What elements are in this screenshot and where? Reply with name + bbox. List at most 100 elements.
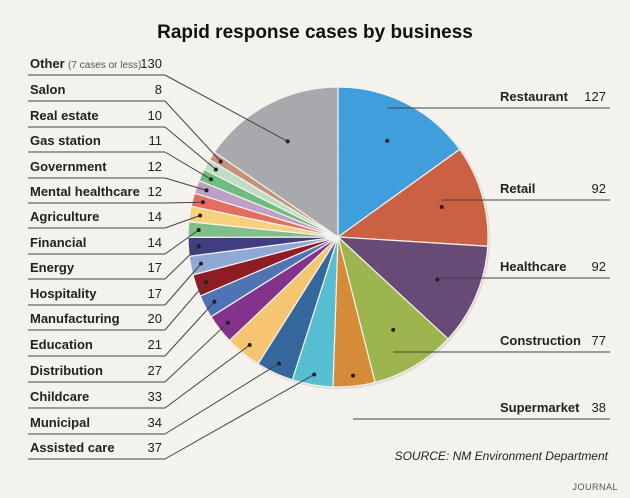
- category-label: Energy: [30, 260, 75, 275]
- label-supermarket: Supermarket 38: [351, 373, 610, 420]
- label-other: Other (7 cases or less)130: [28, 56, 290, 144]
- category-label: Healthcare: [500, 259, 566, 274]
- pie-slice-restaurant: [337, 86, 461, 239]
- leader-dot: [439, 205, 444, 210]
- label-assisted-care: Assisted care 37: [28, 372, 317, 460]
- leader-dot: [218, 159, 223, 164]
- category-label: Childcare: [30, 389, 89, 404]
- category-value: 14: [148, 235, 162, 250]
- leader-dot: [312, 372, 317, 377]
- category-value: 10: [148, 108, 162, 123]
- category-label: Government: [30, 159, 107, 174]
- leader-line: [164, 74, 288, 142]
- category-value: 14: [148, 209, 162, 224]
- leader-dot: [351, 373, 356, 378]
- category-value: 27: [148, 363, 162, 378]
- leader-dot: [204, 188, 209, 193]
- label-hospitality: Hospitality 17: [28, 261, 204, 306]
- category-value: 33: [148, 389, 162, 404]
- leader-line: [164, 126, 217, 170]
- label-agriculture: Agriculture 14: [28, 209, 203, 229]
- leader-line: [164, 374, 315, 460]
- category-label: Real estate: [30, 108, 99, 123]
- leader-dot: [196, 227, 201, 232]
- label-gas-station: Gas station 11: [28, 133, 214, 182]
- leader-dot: [213, 167, 218, 172]
- leader-dot: [225, 320, 230, 325]
- category-label: Agriculture: [30, 209, 99, 224]
- leader-line: [164, 363, 280, 435]
- category-label: Other: [30, 56, 65, 71]
- leader-dot: [247, 342, 252, 347]
- category-label: Supermarket: [500, 400, 580, 415]
- leader-line: [164, 245, 200, 280]
- category-label: Manufacturing: [30, 311, 120, 326]
- leader-dot: [209, 177, 214, 182]
- leader-dot: [435, 277, 440, 282]
- leader-dot: [198, 213, 203, 218]
- label-manufacturing: Manufacturing 20: [28, 280, 209, 331]
- leader-dot: [277, 361, 282, 366]
- pie-slice-other: [213, 86, 339, 239]
- category-value: 11: [149, 133, 163, 148]
- category-value: 92: [592, 181, 606, 196]
- leader-line: [164, 100, 222, 162]
- category-value: 130: [140, 56, 162, 71]
- category-label: Education: [30, 337, 93, 352]
- category-label: Retail: [500, 181, 535, 196]
- category-value: 17: [148, 286, 162, 301]
- leader-dot: [200, 200, 205, 205]
- leader-line: [164, 151, 212, 180]
- label-energy: Energy 17: [28, 244, 201, 280]
- pie-slice-retail: [336, 148, 489, 247]
- label-childcare: Childcare 33: [28, 342, 252, 409]
- category-label: Municipal: [30, 415, 90, 430]
- category-note: (7 cases or less): [68, 60, 141, 71]
- leader-line: [164, 281, 207, 331]
- category-value: 20: [148, 311, 162, 326]
- label-salon: Salon 8: [28, 82, 223, 164]
- pie-slice-construction: [336, 235, 449, 384]
- leader-dot: [196, 244, 201, 249]
- label-financial: Financial 14: [28, 227, 201, 255]
- chart-title: Rapid response cases by business: [157, 22, 473, 43]
- category-value: 12: [148, 184, 162, 199]
- category-label: Restaurant: [500, 89, 569, 104]
- category-value: 38: [592, 400, 606, 415]
- leader-line: [164, 201, 203, 204]
- leader-dot: [385, 138, 390, 143]
- label-education: Education 21: [28, 299, 217, 357]
- leader-line: [164, 229, 199, 255]
- label-municipal: Municipal 34: [28, 361, 282, 435]
- leader-line: [164, 322, 229, 383]
- category-label: Construction: [500, 333, 581, 348]
- pie-slice-healthcare: [336, 236, 489, 340]
- label-construction: Construction 77: [391, 327, 610, 353]
- category-value: 77: [592, 333, 606, 348]
- label-restaurant: Restaurant 127: [385, 89, 610, 143]
- label-healthcare: Healthcare 92: [435, 259, 610, 282]
- category-label: Hospitality: [30, 286, 97, 301]
- category-label: Gas station: [30, 133, 101, 148]
- label-distribution: Distribution 27: [28, 320, 230, 383]
- label-mental-healthcare: Mental healthcare 12: [28, 184, 205, 205]
- category-value: 34: [148, 415, 162, 430]
- category-label: Salon: [30, 82, 65, 97]
- category-value: 12: [148, 159, 162, 174]
- category-value: 92: [592, 259, 606, 274]
- leader-dot: [212, 299, 217, 304]
- leader-line: [164, 301, 215, 357]
- category-value: 17: [148, 260, 162, 275]
- leader-dot: [204, 280, 209, 285]
- leader-dot: [199, 261, 204, 266]
- category-label: Mental healthcare: [30, 184, 140, 199]
- category-label: Financial: [30, 235, 86, 250]
- category-label: Assisted care: [30, 440, 115, 455]
- source-note: SOURCE: NM Environment Department: [394, 449, 608, 463]
- category-label: Distribution: [30, 363, 103, 378]
- leader-dot: [285, 139, 290, 144]
- leader-line: [164, 177, 207, 191]
- category-value: 21: [148, 337, 162, 352]
